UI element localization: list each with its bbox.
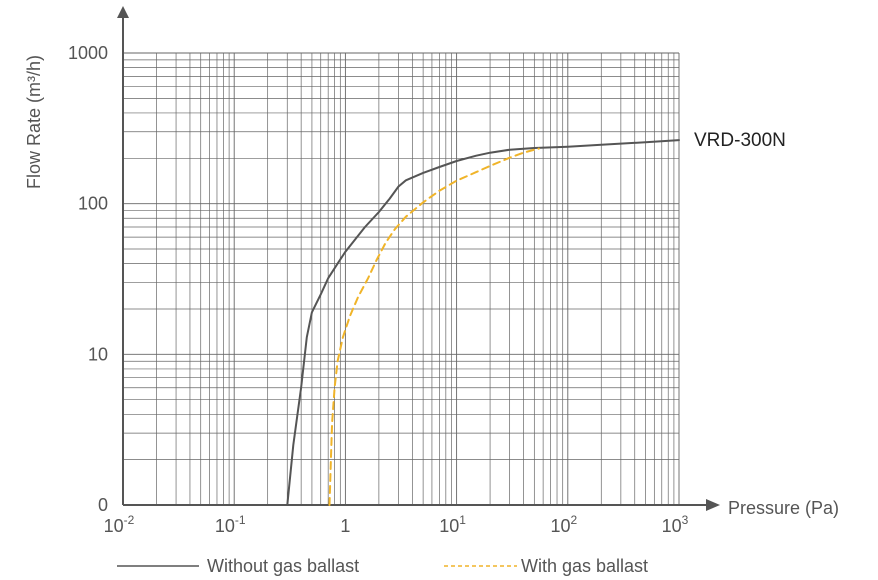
series-line-with-gas-ballast — [328, 147, 540, 506]
legend: Without gas ballast With gas ballast — [117, 556, 648, 576]
series-line-without-gas-ballast — [286, 139, 680, 506]
y-tick-label: 10 — [88, 344, 108, 364]
y-axis-title: Flow Rate (m³/h) — [24, 55, 44, 189]
y-tick-label: 100 — [78, 194, 108, 214]
x-tick-label: 1 — [340, 516, 350, 536]
y-axis-arrow — [117, 6, 129, 18]
y-tick-label: 1000 — [68, 43, 108, 63]
legend-label-with-gas-ballast: With gas ballast — [521, 556, 648, 576]
y-tick-labels: 0 10 100 1000 — [68, 43, 108, 515]
x-tick-label: 10-1 — [215, 513, 246, 536]
legend-label-without-gas-ballast: Without gas ballast — [207, 556, 359, 576]
x-tick-label: 10-2 — [104, 513, 135, 536]
grid — [122, 52, 680, 505]
x-tick-label: 102 — [550, 513, 577, 536]
curve-label: VRD-300N — [694, 130, 786, 151]
x-tick-labels: 10-2 10-1 1 101 102 103 — [104, 513, 689, 536]
axes — [117, 6, 720, 511]
x-tick-label: 103 — [662, 513, 689, 536]
x-tick-label: 101 — [439, 513, 466, 536]
x-axis-title: Pressure (Pa) — [728, 498, 839, 518]
x-axis-arrow — [706, 499, 720, 511]
y-tick-label: 0 — [98, 495, 108, 515]
series-lines — [286, 139, 680, 506]
